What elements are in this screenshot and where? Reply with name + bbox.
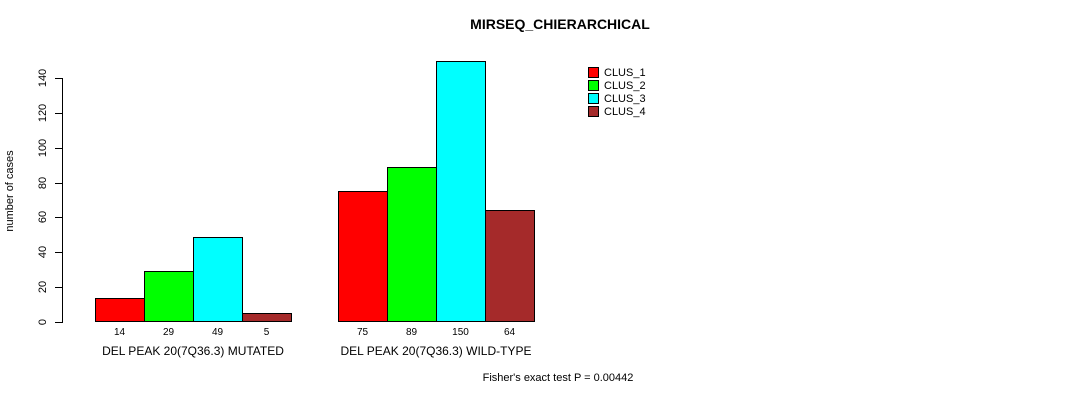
bar-clus_2-group1 (144, 271, 194, 322)
y-tick-label-120: 120 (37, 103, 49, 123)
y-tick-label-20: 20 (37, 280, 49, 294)
bar-clus_4-group2 (485, 210, 535, 322)
y-tick-100 (55, 148, 62, 149)
bar-clus_3-group1 (193, 237, 243, 322)
bar-clus_4-group1 (242, 313, 292, 322)
fisher-test-annotation: Fisher's exact test P = 0.00442 (482, 372, 634, 384)
legend: CLUS_1 CLUS_2 CLUS_3 CLUS_4 (588, 66, 646, 118)
legend-swatch-icon (588, 67, 599, 78)
y-tick-label-0: 0 (37, 318, 49, 326)
y-tick-120 (55, 113, 62, 114)
y-tick-label-60: 60 (37, 210, 49, 224)
y-tick-label-40: 40 (37, 245, 49, 259)
bar-value-label: 64 (503, 327, 516, 338)
legend-swatch-icon (588, 93, 599, 104)
y-tick-0 (55, 322, 62, 323)
y-tick-20 (55, 287, 62, 288)
bar-value-label: 14 (113, 327, 126, 338)
bar-value-label: 75 (356, 327, 369, 338)
legend-label: CLUS_2 (604, 79, 646, 92)
y-axis-line (62, 78, 63, 323)
legend-row-clus_1: CLUS_1 (588, 66, 646, 79)
bar-value-label: 49 (211, 327, 224, 338)
y-tick-label-140: 140 (37, 68, 49, 88)
y-tick-140 (55, 78, 62, 79)
legend-row-clus_4: CLUS_4 (588, 105, 646, 118)
bar-value-label: 29 (162, 327, 175, 338)
y-axis-label: number of cases (4, 150, 16, 232)
legend-swatch-icon (588, 80, 599, 91)
bar-clus_1-group1 (95, 298, 145, 322)
bar-clus_3-group2 (436, 61, 486, 322)
group-label-1: DEL PEAK 20(7Q36.3) MUTATED (102, 344, 284, 358)
y-tick-label-80: 80 (37, 176, 49, 190)
y-tick-60 (55, 217, 62, 218)
y-tick-40 (55, 252, 62, 253)
legend-label: CLUS_3 (604, 92, 646, 105)
chart-title: MIRSEQ_CHIERARCHICAL (470, 16, 650, 32)
bar-value-label: 150 (452, 327, 469, 338)
legend-label: CLUS_1 (604, 66, 646, 79)
bar-clus_2-group2 (387, 167, 437, 322)
legend-label: CLUS_4 (604, 105, 646, 118)
legend-row-clus_2: CLUS_2 (588, 79, 646, 92)
y-tick-label-100: 100 (37, 138, 49, 158)
legend-swatch-icon (588, 106, 599, 117)
bar-clus_1-group2 (338, 191, 388, 322)
bar-value-label: 5 (263, 327, 270, 338)
y-tick-80 (55, 183, 62, 184)
legend-row-clus_3: CLUS_3 (588, 92, 646, 105)
group-label-2: DEL PEAK 20(7Q36.3) WILD-TYPE (340, 344, 532, 358)
bar-value-label: 89 (405, 327, 418, 338)
